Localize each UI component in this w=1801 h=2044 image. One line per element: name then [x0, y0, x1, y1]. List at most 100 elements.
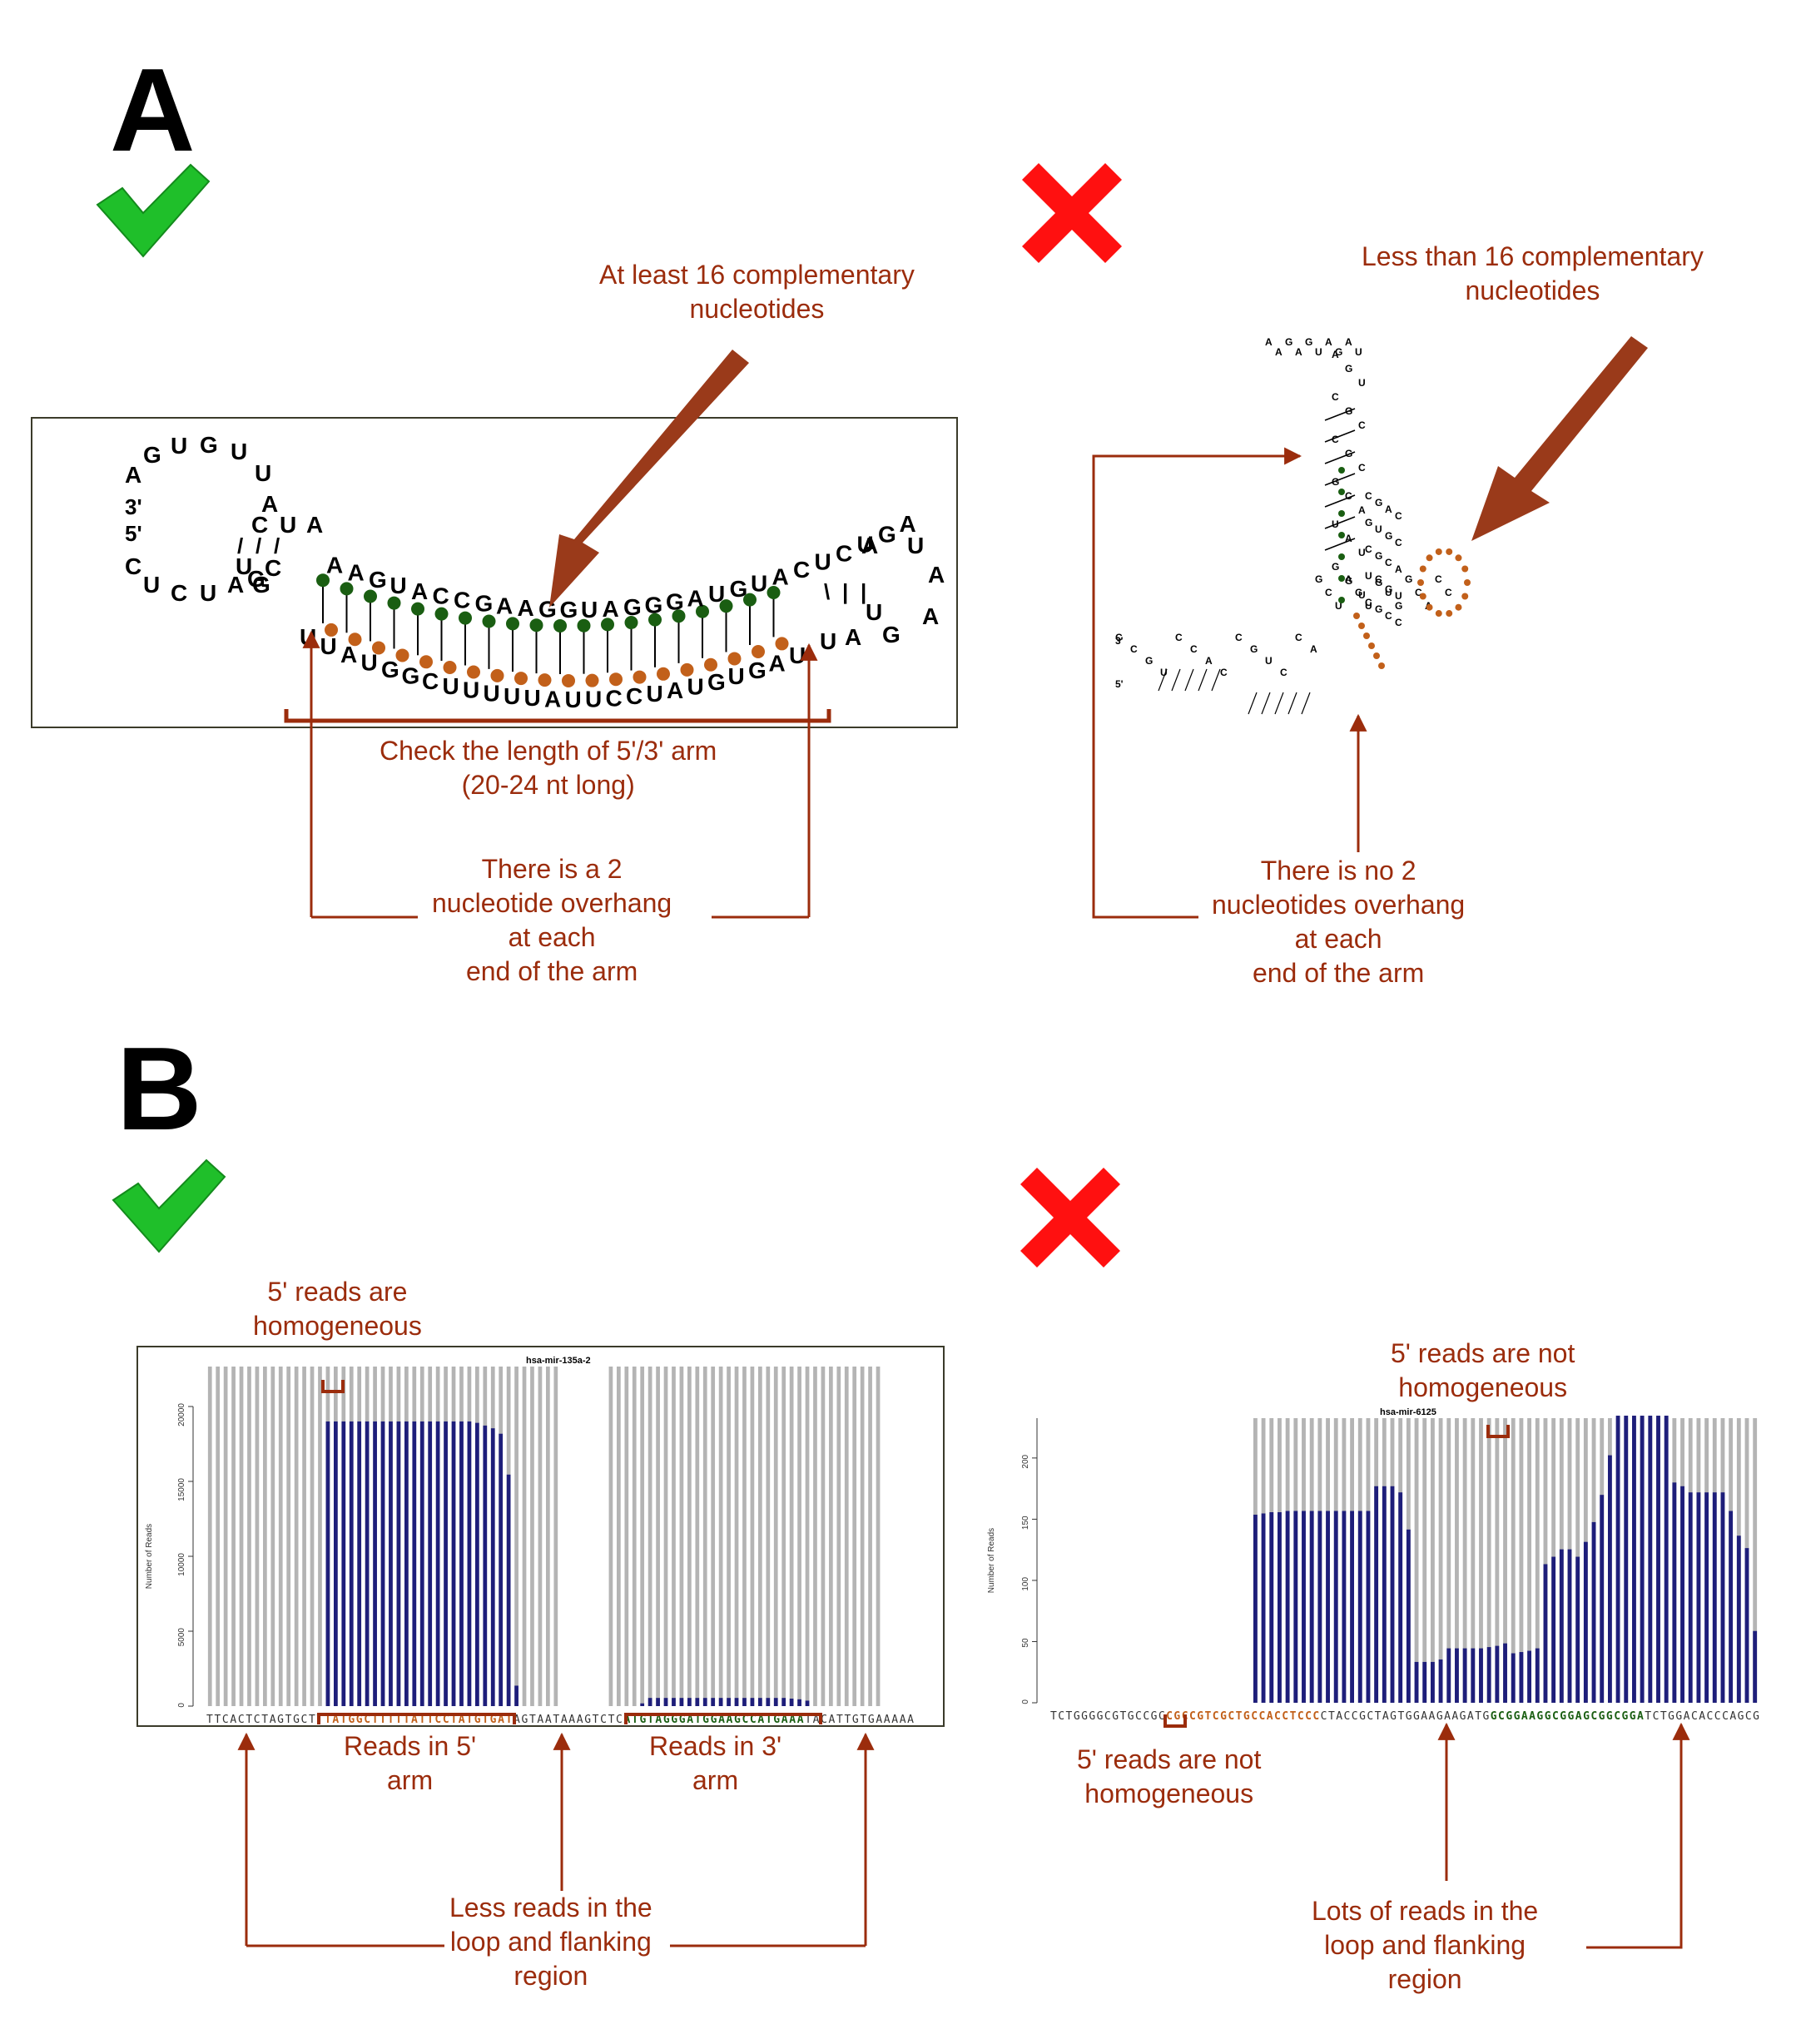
pair-slash — [1198, 668, 1208, 692]
nucleotide: C — [1130, 643, 1138, 655]
nucleotide: U — [443, 673, 459, 699]
base-pair-line — [1324, 429, 1356, 443]
bar-background — [278, 1367, 283, 1706]
bar-reads — [679, 1698, 684, 1706]
nucleotide: U — [815, 549, 831, 575]
nucleotide: U — [907, 533, 924, 558]
bar-background — [286, 1367, 291, 1706]
nucleotide: A — [861, 533, 878, 558]
bar-reads — [805, 1700, 810, 1706]
bar-reads — [1326, 1511, 1330, 1703]
paired-dot-5p — [1338, 489, 1345, 495]
bar-background — [1543, 1418, 1548, 1703]
nucleotide: G — [1395, 600, 1402, 612]
nucleotide: G — [1305, 336, 1312, 348]
nucleotide: G — [1250, 643, 1258, 655]
unpaired-dot-3p — [1435, 548, 1442, 555]
bar-reads — [750, 1698, 755, 1706]
paired-dot-3p — [657, 667, 670, 681]
bar-reads — [640, 1703, 645, 1706]
nucleotide: C — [1190, 643, 1198, 655]
bar-reads — [711, 1698, 716, 1706]
paired-dot-5p — [719, 599, 733, 613]
nucleotide: G — [1345, 448, 1352, 459]
chart-frame — [136, 1346, 945, 1727]
nucleotide: C — [1235, 632, 1243, 643]
unpaired-dot-3p — [1419, 593, 1426, 600]
nucleotide: U — [280, 512, 296, 538]
bar-reads — [396, 1421, 401, 1706]
bar-background — [797, 1367, 801, 1706]
bar-background — [836, 1367, 841, 1706]
pair-slash: | — [842, 579, 848, 604]
paired-dot-5p — [529, 618, 543, 633]
nucleotide: U — [751, 570, 767, 596]
nucleotide: G — [1405, 573, 1412, 585]
nucleotide: C — [1115, 632, 1123, 643]
end-label-3p: 3' — [1115, 635, 1124, 647]
nucleotide: U — [390, 573, 407, 598]
nucleotide: U — [484, 681, 500, 707]
nucleotide: A — [261, 491, 278, 517]
y-tick-label: 20000 — [177, 1403, 186, 1426]
nucleotide: C — [606, 685, 623, 711]
chart-good: hsa-mir-135a-2 0 5000 10000 15000 20000 Number… — [136, 1346, 945, 1727]
y-tick-label: 50 — [1021, 1638, 1030, 1648]
panel-label-b: B — [117, 1023, 202, 1155]
nucleotide: A — [496, 593, 513, 618]
paired-dot-5p — [316, 573, 330, 588]
nucleotide: C — [1175, 632, 1183, 643]
nucleotide: U — [320, 633, 337, 659]
bar-reads — [1398, 1492, 1403, 1703]
bar-reads — [1591, 1521, 1596, 1703]
nucleotide: G — [1375, 550, 1382, 562]
unpaired-dot-3p — [1353, 613, 1360, 619]
bar-reads — [1648, 1416, 1653, 1703]
nucleotide: C — [1435, 573, 1442, 585]
bar-reads — [1559, 1549, 1564, 1703]
sequence-row: TCTGGGGCGTGCCGCCGCCGTCGCTGCCACCTCCCCTACC… — [1050, 1710, 1759, 1723]
bar-background — [702, 1367, 707, 1706]
nucleotide: G — [1385, 583, 1392, 595]
nucleotide: A — [518, 595, 534, 621]
bar-reads — [419, 1421, 424, 1706]
nucleotide: U — [463, 677, 479, 703]
bar-reads — [656, 1698, 660, 1706]
unpaired-dot-3p — [1461, 593, 1469, 600]
nucleotide: A — [227, 572, 244, 598]
nucleotide: C — [433, 583, 449, 608]
base-pair-line — [1324, 538, 1356, 551]
nucleotide: C — [171, 580, 187, 606]
unpaired-dot-3p — [1464, 579, 1471, 586]
paired-dot-5p — [459, 611, 472, 625]
nucleotide: U — [1358, 589, 1366, 601]
paired-dot-5p — [1338, 553, 1345, 560]
nucleotide: A — [1385, 504, 1392, 515]
bar-reads — [797, 1699, 801, 1706]
bar-background — [773, 1367, 778, 1706]
bar-reads — [499, 1433, 504, 1706]
check-mark-icon — [112, 1158, 226, 1253]
nucleotide: G — [645, 592, 663, 618]
pair-slash — [1184, 668, 1194, 692]
bar-background — [1511, 1418, 1516, 1703]
not-homog-bracket-top — [1486, 1425, 1510, 1438]
bar-reads — [1503, 1643, 1507, 1703]
sequence-segment: TTCACTCTAGTGCTT — [206, 1714, 323, 1726]
base-pair-line — [1324, 451, 1356, 464]
nucleotide: A — [1275, 346, 1283, 358]
nucleotide: G — [730, 576, 748, 602]
bar-background — [608, 1367, 613, 1706]
bar-reads — [1704, 1492, 1709, 1703]
nucleotide: G — [369, 567, 387, 593]
bar-background — [538, 1367, 543, 1706]
bar-reads — [1438, 1659, 1443, 1703]
bar-reads — [1753, 1630, 1758, 1703]
bar-reads — [1672, 1482, 1677, 1703]
label-at-least-16: At least 16 complementary nucleotides — [594, 258, 920, 326]
nucleotide: U — [1335, 600, 1342, 612]
y-axis-label: Number of Reads — [145, 1524, 154, 1589]
big-arrow-bad — [1471, 336, 1648, 541]
nucleotide: C — [1345, 490, 1352, 502]
nucleotide: G — [707, 669, 726, 695]
